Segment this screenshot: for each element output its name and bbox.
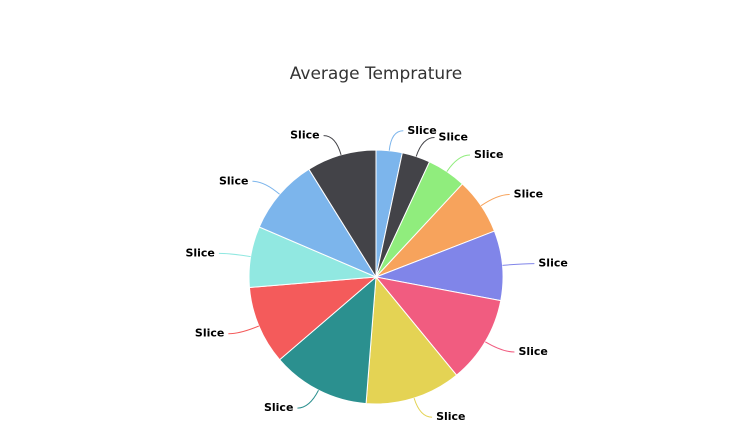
slice-label: Slice <box>219 174 248 187</box>
label-connector <box>480 193 510 207</box>
label-connector <box>502 263 535 266</box>
slice-label: Slice <box>195 327 224 340</box>
label-connector <box>413 398 433 418</box>
slice-label: Slice <box>514 187 543 200</box>
chart-title: Average Temprature <box>290 64 462 84</box>
slice-label: Slice <box>407 124 436 137</box>
pie-slice <box>365 275 458 405</box>
label-connector <box>446 154 471 172</box>
label-connector <box>252 180 280 195</box>
label-connector <box>218 252 251 258</box>
slice-label: Slice <box>290 129 319 142</box>
label-connector <box>415 137 435 157</box>
slice-label: Slice <box>538 257 567 270</box>
pie-slice <box>258 168 378 279</box>
label-connector <box>228 325 260 335</box>
slice-label: Slice <box>474 148 503 161</box>
label-connector <box>323 135 342 156</box>
pie-slice <box>278 275 377 405</box>
pie-slice <box>308 149 377 279</box>
label-connector <box>484 341 515 353</box>
slice-label: Slice <box>436 410 465 423</box>
slice-label: Slice <box>185 246 214 259</box>
pie-slice <box>248 276 378 361</box>
label-connector <box>297 390 319 409</box>
label-connector <box>388 130 404 151</box>
slice-label: Slice <box>264 401 293 414</box>
slice-label: Slice <box>518 345 547 358</box>
slice-label: Slice <box>439 131 468 144</box>
